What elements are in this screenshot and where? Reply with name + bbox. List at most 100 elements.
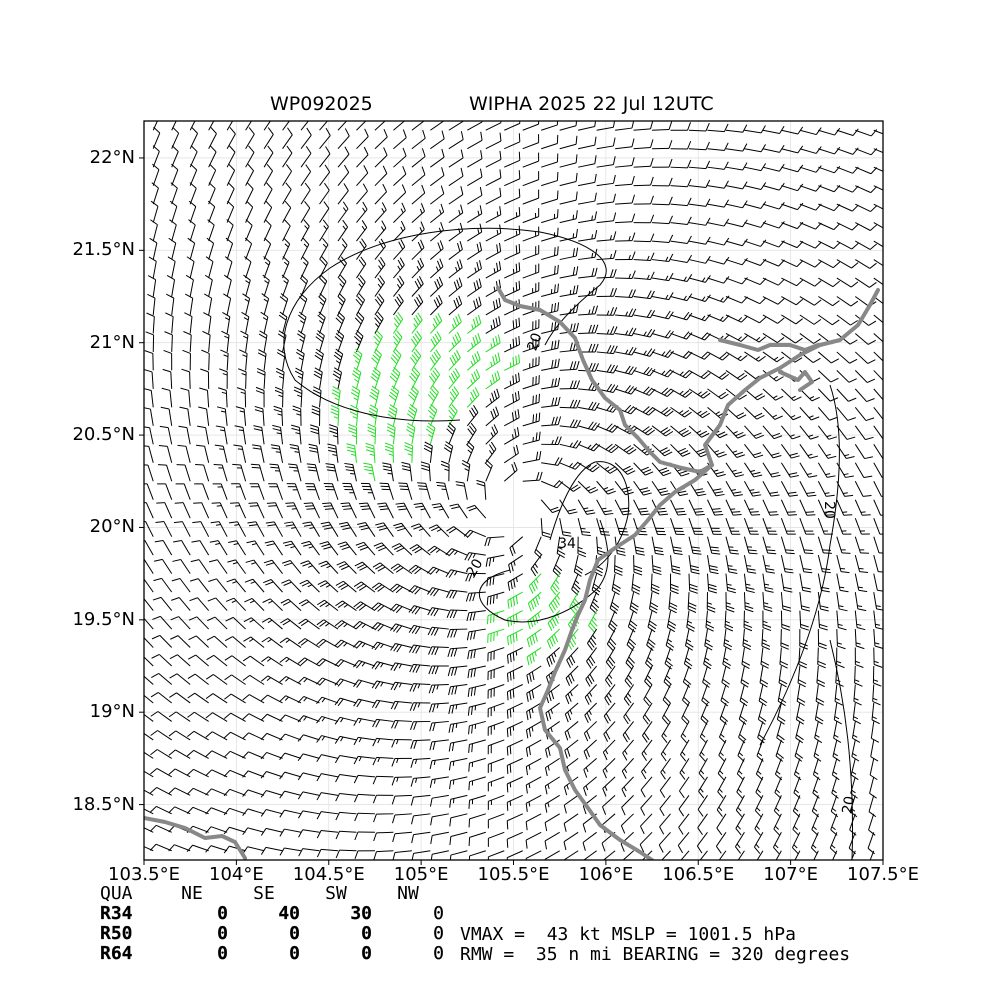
wind-barb [565,684,579,705]
wind-barb [325,463,339,482]
wind-barb [223,293,232,316]
wind-barb [799,127,822,136]
wind-barb [578,136,597,150]
wind-barb [854,629,865,650]
wind-barb [245,182,254,205]
wind-barb [448,404,458,427]
wind-barb [652,253,674,263]
wind-barb [468,813,486,828]
wind-barb [485,242,502,261]
wind-barb [762,201,785,210]
wind-barb [722,647,731,670]
wind-barb [831,758,840,781]
wind-barb [316,754,339,763]
wind-barb [223,750,246,759]
wind-barb [507,591,523,609]
wind-barb [242,655,265,667]
wind-barb [556,536,566,559]
wind-barb [678,795,690,817]
wind-barb [263,127,274,149]
wind-barb [836,499,853,516]
wind-barb [615,213,636,224]
wind-barb [429,720,449,732]
wind-barb [465,591,486,602]
wind-barb [297,657,320,667]
wind-barb [744,296,767,305]
wind-barb [735,813,745,836]
wind-barb [316,715,339,724]
wind-barb [335,792,357,802]
wind-barb [584,684,598,705]
wind-barb [393,239,406,260]
wind-barb [651,536,664,556]
wind-barb [280,618,302,630]
wind-barb [353,698,376,708]
wind-barb [320,521,339,537]
wind-barb [279,676,302,685]
wind-barb [744,220,767,228]
wind-barb [725,351,748,362]
wind-barb [688,160,711,170]
wind-barb [762,573,774,593]
wind-barb [855,148,878,156]
wind-barb [390,681,412,691]
wind-barb [873,222,883,229]
wind-barb [351,367,362,390]
wind-barb [187,237,196,260]
wind-barb [725,536,739,555]
wind-barb [652,234,674,244]
radii-value: 0 [217,923,228,944]
wind-barb [357,522,376,537]
wind-barb [354,812,375,822]
wind-barb [799,240,822,249]
wind-barb [298,618,320,630]
wind-barb [504,207,521,224]
wind-barb [189,597,210,611]
wind-barb [413,502,431,519]
wind-barb [541,264,559,279]
wind-barb [281,579,302,593]
wind-barb [869,850,875,860]
wind-barb [334,716,357,725]
wind-barb [360,482,376,500]
wind-barb [854,573,868,593]
wind-barb [762,499,779,516]
wind-barb [522,451,542,464]
y-tick-label: 19.5°N [72,608,135,630]
wind-barb [147,293,156,316]
wind-barb [873,536,883,554]
wind-barb [670,216,692,225]
wind-barb [449,813,468,827]
wind-barb [578,401,600,411]
wind-barb [743,573,755,594]
coastline [778,370,814,392]
wind-barb [275,367,285,389]
wind-barb [372,794,394,804]
wind-barb [146,312,155,334]
wind-barb [353,736,376,746]
wind-barb [853,684,862,706]
wind-barb [242,293,251,316]
wind-barb [373,831,394,842]
wind-barb [854,518,870,535]
wind-barb [261,636,283,648]
wind-barb [780,555,794,574]
wind-barb [596,326,618,335]
wind-barb [390,700,412,710]
wind-barb [353,659,376,669]
wind-barb [564,721,579,741]
wind-barb [322,502,339,519]
wind-barb [428,683,449,694]
wind-barb [448,121,464,131]
wind-barb [317,311,326,334]
wind-barb [468,850,486,860]
wind-barb [707,369,729,380]
wind-barb [199,387,210,408]
wind-barb [526,647,542,666]
wind-barb [781,240,804,249]
wind-barb [184,312,193,334]
wind-barb [337,256,348,279]
wind-barb [178,425,191,445]
storm-name-time-title: WIPHA 2025 22 Jul 12UTC [469,93,714,115]
